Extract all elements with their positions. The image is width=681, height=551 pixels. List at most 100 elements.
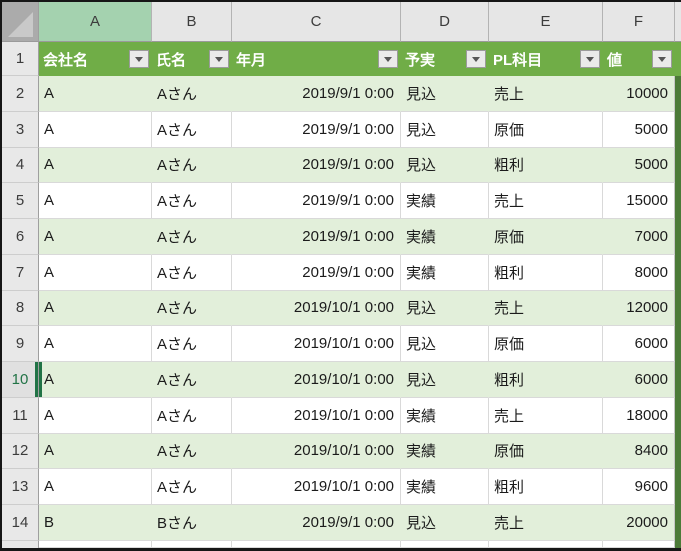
cell-F7[interactable]: 8000 (603, 254, 675, 291)
cell-E8[interactable]: 売上 (489, 290, 603, 327)
cell-F9[interactable]: 6000 (603, 326, 675, 362)
cell-A2[interactable]: A (39, 76, 152, 112)
cell-C6[interactable]: 2019/9/1 0:00 (232, 219, 401, 255)
cell-E4[interactable]: 粗利 (489, 147, 603, 184)
cell-A3[interactable]: A (39, 111, 152, 148)
cell-E13[interactable]: 粗利 (489, 469, 603, 505)
filter-button-B[interactable] (209, 50, 229, 68)
cell-A4[interactable]: A (39, 147, 152, 184)
cell-C-partial[interactable] (232, 540, 401, 548)
filter-button-A[interactable] (129, 50, 149, 68)
cell-D2[interactable]: 見込 (401, 76, 489, 112)
cell-F10[interactable]: 6000 (603, 362, 675, 398)
cell-A10[interactable]: A (39, 362, 152, 398)
cell-C10[interactable]: 2019/10/1 0:00 (232, 362, 401, 398)
filter-button-E[interactable] (580, 50, 600, 68)
cell-D6[interactable]: 実績 (401, 219, 489, 255)
cell-A12[interactable]: A (39, 433, 152, 470)
filter-button-D[interactable] (466, 50, 486, 68)
row-header-14[interactable]: 14 (2, 505, 39, 541)
cell-B11[interactable]: Aさん (152, 397, 232, 434)
cell-D5[interactable]: 実績 (401, 183, 489, 219)
cell-E2[interactable]: 売上 (489, 76, 603, 112)
row-header-12[interactable]: 12 (2, 433, 39, 470)
cell-F5[interactable]: 15000 (603, 183, 675, 219)
cell-A6[interactable]: A (39, 219, 152, 255)
cell-C7[interactable]: 2019/9/1 0:00 (232, 254, 401, 291)
cell-A8[interactable]: A (39, 290, 152, 327)
cell-E14[interactable]: 売上 (489, 505, 603, 541)
cell-F3[interactable]: 5000 (603, 111, 675, 148)
table-header-E[interactable]: PL科目 (489, 42, 603, 76)
row-header-6[interactable]: 6 (2, 219, 39, 255)
cell-B10[interactable]: Aさん (152, 362, 232, 398)
cell-B5[interactable]: Aさん (152, 183, 232, 219)
cell-D9[interactable]: 見込 (401, 326, 489, 362)
cell-D14[interactable]: 見込 (401, 505, 489, 541)
cell-F11[interactable]: 18000 (603, 397, 675, 434)
row-header-7[interactable]: 7 (2, 254, 39, 291)
cell-A-partial[interactable] (39, 540, 152, 548)
cell-C11[interactable]: 2019/10/1 0:00 (232, 397, 401, 434)
cell-E9[interactable]: 原価 (489, 326, 603, 362)
cell-E11[interactable]: 売上 (489, 397, 603, 434)
cell-B7[interactable]: Aさん (152, 254, 232, 291)
filter-button-C[interactable] (378, 50, 398, 68)
cell-B2[interactable]: Aさん (152, 76, 232, 112)
cell-A14[interactable]: B (39, 505, 152, 541)
column-header-C[interactable]: C (232, 2, 401, 42)
column-header-F[interactable]: F (603, 2, 675, 42)
row-header-13[interactable]: 13 (2, 469, 39, 505)
row-header-3[interactable]: 3 (2, 111, 39, 148)
cell-C4[interactable]: 2019/9/1 0:00 (232, 147, 401, 184)
cell-E7[interactable]: 粗利 (489, 254, 603, 291)
cell-B6[interactable]: Aさん (152, 219, 232, 255)
row-header-2[interactable]: 2 (2, 76, 39, 112)
column-header-B[interactable]: B (152, 2, 232, 42)
cell-F-partial[interactable] (603, 540, 675, 548)
cell-C14[interactable]: 2019/9/1 0:00 (232, 505, 401, 541)
select-all-button[interactable] (2, 2, 39, 42)
cell-E6[interactable]: 原価 (489, 219, 603, 255)
cell-C8[interactable]: 2019/10/1 0:00 (232, 290, 401, 327)
table-header-D[interactable]: 予実 (401, 42, 489, 76)
cell-D3[interactable]: 見込 (401, 111, 489, 148)
cell-A5[interactable]: A (39, 183, 152, 219)
column-header-D[interactable]: D (401, 2, 489, 42)
row-header-5[interactable]: 5 (2, 183, 39, 219)
column-header-A[interactable]: A (39, 2, 152, 42)
cell-D12[interactable]: 実績 (401, 433, 489, 470)
cell-A11[interactable]: A (39, 397, 152, 434)
row-header-11[interactable]: 11 (2, 397, 39, 434)
cell-D13[interactable]: 実績 (401, 469, 489, 505)
cell-D-partial[interactable] (401, 540, 489, 548)
cell-F6[interactable]: 7000 (603, 219, 675, 255)
filter-button-F[interactable] (652, 50, 672, 68)
cell-C12[interactable]: 2019/10/1 0:00 (232, 433, 401, 470)
cell-D7[interactable]: 実績 (401, 254, 489, 291)
cell-A9[interactable]: A (39, 326, 152, 362)
cell-F8[interactable]: 12000 (603, 290, 675, 327)
cell-B8[interactable]: Aさん (152, 290, 232, 327)
cell-C2[interactable]: 2019/9/1 0:00 (232, 76, 401, 112)
cell-D8[interactable]: 見込 (401, 290, 489, 327)
table-header-A[interactable]: 会社名 (39, 42, 152, 76)
cell-E12[interactable]: 原価 (489, 433, 603, 470)
cell-D4[interactable]: 見込 (401, 147, 489, 184)
cell-F12[interactable]: 8400 (603, 433, 675, 470)
table-header-F[interactable]: 値 (603, 42, 675, 76)
cell-E5[interactable]: 売上 (489, 183, 603, 219)
cell-F2[interactable]: 10000 (603, 76, 675, 112)
cell-C9[interactable]: 2019/10/1 0:00 (232, 326, 401, 362)
cell-E-partial[interactable] (489, 540, 603, 548)
cell-E10[interactable]: 粗利 (489, 362, 603, 398)
row-header-10[interactable]: 10 (2, 362, 39, 398)
row-header-8[interactable]: 8 (2, 290, 39, 327)
row-header-1[interactable]: 1 (2, 42, 39, 76)
cell-B9[interactable]: Aさん (152, 326, 232, 362)
cell-B12[interactable]: Aさん (152, 433, 232, 470)
cell-D10[interactable]: 見込 (401, 362, 489, 398)
cell-F13[interactable]: 9600 (603, 469, 675, 505)
cell-E3[interactable]: 原価 (489, 111, 603, 148)
cell-B4[interactable]: Aさん (152, 147, 232, 184)
